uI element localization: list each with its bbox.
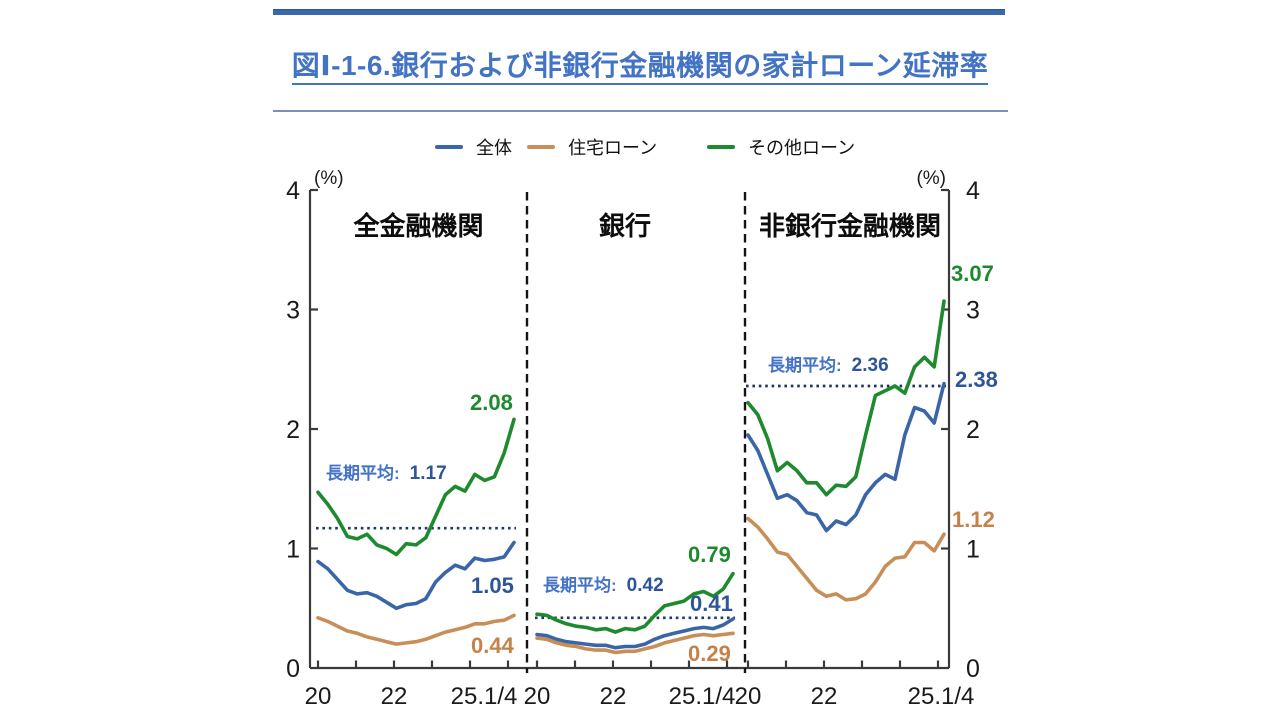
long-term-average-value-banks: 0.42 xyxy=(626,575,664,596)
value-label-all-total: 1.05 xyxy=(471,573,514,598)
long-term-average-note-nonbank: 長期平均: 2.36 xyxy=(768,351,889,377)
line-series-other-panel0 xyxy=(316,417,516,557)
legend-item-total: 全体 xyxy=(435,134,512,160)
x-tick-label-panel0-0: 20 xyxy=(305,683,332,710)
unit-label-left: (%) xyxy=(314,168,344,189)
legend-item-housing-loan: 住宅ローン xyxy=(527,134,657,160)
figure-title: 図Ⅰ-1-6.銀行および非銀行金融機関の家計ローン延滞率 xyxy=(0,44,1280,85)
x-tick-label-panel2-2: 25.1/4 xyxy=(908,683,975,710)
legend-label-total: 全体 xyxy=(476,138,512,158)
y-tick-label-right-0: 0 xyxy=(966,655,980,683)
panel-title-nonbank-financial-institutions: 非銀行金融機関 xyxy=(758,211,941,241)
long-term-average-label-all: 長期平均: xyxy=(326,464,400,483)
panel-title-banks: 銀行 xyxy=(598,211,651,241)
y-tick-label-right-1: 1 xyxy=(966,536,980,564)
legend-item-other-loan: その他ローン xyxy=(707,134,855,160)
line-series-housing-panel2 xyxy=(746,516,946,602)
legend-line-swatch-other-loan xyxy=(707,145,735,149)
value-label-banks-total: 0.41 xyxy=(690,591,733,616)
long-term-average-note-banks: 長期平均: 0.42 xyxy=(543,571,664,597)
y-tick-label-right-2: 2 xyxy=(966,416,980,444)
legend-label-housing-loan: 住宅ローン xyxy=(568,138,658,158)
x-tick-label-panel2-1: 22 xyxy=(811,683,838,710)
long-term-average-value-all: 1.17 xyxy=(409,463,447,484)
line-series-other-panel2 xyxy=(746,299,946,497)
value-label-all-other-loans: 2.08 xyxy=(470,390,513,415)
figure-title-text: 図Ⅰ-1-6.銀行および非銀行金融機関の家計ローン延滞率 xyxy=(291,50,989,85)
panel-title-all-financial-institutions: 全金融機関 xyxy=(353,211,484,241)
y-tick-label-right-3: 3 xyxy=(966,297,980,325)
y-tick-label-left-2: 2 xyxy=(286,416,300,444)
line-series-total-panel0 xyxy=(316,540,516,611)
long-term-average-value-nonbank: 2.36 xyxy=(851,355,889,376)
y-tick-label-right-4: 4 xyxy=(966,177,980,205)
title-separator-line xyxy=(273,110,1008,112)
y-tick-label-left-4: 4 xyxy=(286,177,300,205)
chart-legend: 全体 住宅ローン その他ローン xyxy=(0,134,1280,158)
long-term-average-note-all: 長期平均: 1.17 xyxy=(326,459,447,485)
line-series-other-panel1 xyxy=(535,571,735,634)
x-tick-label-panel2-0: 20 xyxy=(735,683,762,710)
line-series-total-panel1 xyxy=(535,617,735,650)
y-tick-label-left-1: 1 xyxy=(286,536,300,564)
line-series-total-panel2 xyxy=(746,381,946,533)
value-label-nonbank-housing-loans: 1.12 xyxy=(952,507,995,532)
line-series-housing-panel1 xyxy=(535,631,735,655)
line-series-housing-panel0 xyxy=(316,613,516,646)
value-label-banks-other-loans: 0.79 xyxy=(688,542,731,567)
value-label-nonbank-total: 2.38 xyxy=(955,367,998,392)
legend-line-swatch-housing-loan xyxy=(527,145,555,149)
x-tick-label-panel1-0: 20 xyxy=(524,683,551,710)
long-term-average-label-banks: 長期平均: xyxy=(543,576,617,595)
value-label-all-housing-loans: 0.44 xyxy=(471,633,514,658)
top-accent-bar xyxy=(273,9,1005,15)
x-tick-label-panel1-1: 22 xyxy=(600,683,627,710)
value-label-banks-housing-loans: 0.29 xyxy=(688,641,731,666)
x-tick-label-panel0-1: 22 xyxy=(381,683,408,710)
y-tick-label-left-3: 3 xyxy=(286,297,300,325)
x-tick-label-panel1-2: 25.1/4 xyxy=(669,683,736,710)
unit-label-right: (%) xyxy=(916,168,946,189)
value-label-nonbank-other-loans: 3.07 xyxy=(951,261,994,286)
legend-line-swatch-total xyxy=(435,145,463,149)
legend-label-other-loan: その他ローン xyxy=(748,138,856,158)
y-tick-label-left-0: 0 xyxy=(286,655,300,683)
x-tick-label-panel0-2: 25.1/4 xyxy=(451,683,518,710)
long-term-average-label-nonbank: 長期平均: xyxy=(768,356,842,375)
